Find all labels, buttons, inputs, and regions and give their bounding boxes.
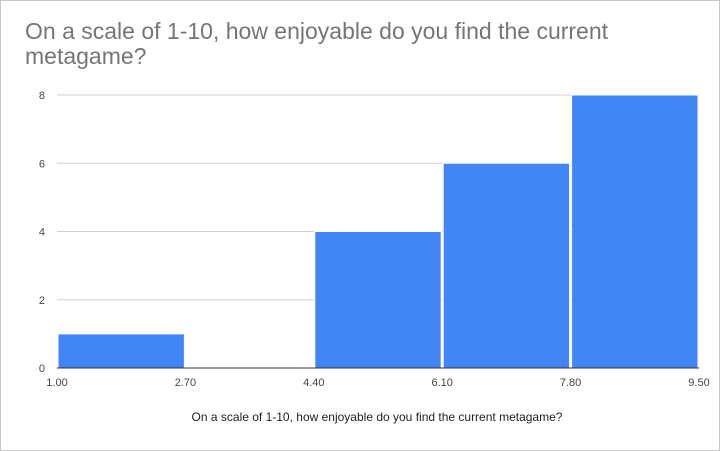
histogram-bar <box>314 231 442 369</box>
histogram-bar <box>57 333 185 369</box>
y-tick-label: 4 <box>39 227 45 239</box>
x-tick-label: 2.70 <box>175 377 196 389</box>
x-tick-label: 4.40 <box>303 377 324 389</box>
x-tick-label: 9.50 <box>688 377 709 389</box>
y-tick-label: 6 <box>39 158 45 170</box>
y-axis-ticks: 0 2 4 6 8 <box>39 90 45 375</box>
x-tick-label: 1.00 <box>46 377 67 389</box>
histogram-bar <box>571 94 699 369</box>
y-tick-label: 2 <box>39 295 45 307</box>
x-tick-label: 7.80 <box>560 377 581 389</box>
histogram-bar <box>442 162 571 369</box>
y-tick-label: 8 <box>39 90 45 102</box>
x-axis-ticks: 1.00 2.70 4.40 6.10 7.80 9.50 <box>46 377 709 389</box>
y-tick-label: 0 <box>39 363 45 375</box>
x-axis-label: On a scale of 1-10, how enjoyable do you… <box>192 410 563 424</box>
chart-title: On a scale of 1-10, how enjoyable do you… <box>25 18 609 69</box>
x-tick-label: 6.10 <box>431 377 452 389</box>
